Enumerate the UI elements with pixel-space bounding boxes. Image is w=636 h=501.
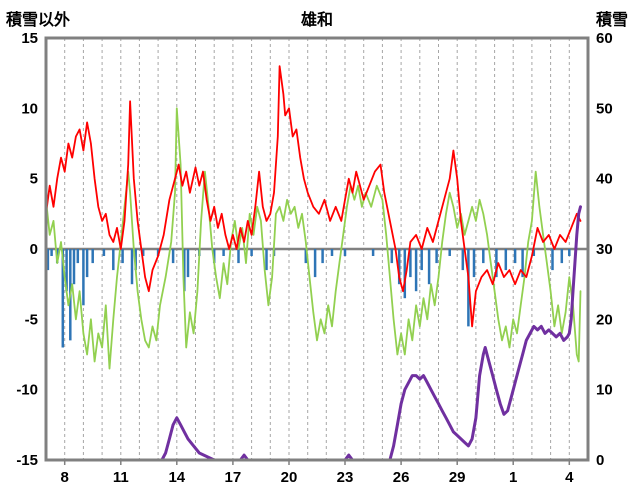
left-axis-tick-label: -15 [16, 452, 38, 469]
x-axis-tick-label: 17 [225, 469, 242, 486]
left-axis-tick-label: 15 [21, 30, 38, 47]
x-axis-tick-label: 23 [337, 469, 354, 486]
plot-border [44, 36, 590, 462]
right-axis-tick-label: 50 [596, 100, 613, 117]
x-axis-tick-label: 4 [565, 469, 574, 486]
x-axis-tick-label: 11 [113, 469, 129, 486]
left-axis-tick-label: -10 [16, 382, 38, 399]
left-axis-tick-label: 0 [30, 241, 38, 258]
chart-title: 雄和 [300, 12, 333, 29]
right-axis-tick-label: 30 [596, 241, 613, 258]
x-axis-tick-label: 20 [281, 469, 298, 486]
green-line [45, 107, 582, 370]
x-axis-tick-label: 8 [61, 469, 69, 486]
x-axis-tick-label: 29 [449, 469, 466, 486]
right-axis-tick-label: 0 [596, 452, 604, 469]
left-axis-title: 積雪以外 [6, 12, 71, 29]
right-axis-tick-label: 10 [596, 382, 613, 399]
right-axis-tick-label: 40 [596, 171, 613, 188]
right-axis-tick-label: 20 [596, 311, 613, 328]
left-axis-tick-label: 5 [30, 171, 38, 188]
right-axis-title: 積雪 [595, 12, 628, 29]
x-axis-tick-label: 26 [393, 469, 410, 486]
right-axis-tick-label: 60 [596, 30, 613, 47]
x-axis-tick-label: 1 [509, 469, 517, 486]
left-axis-tick-label: -5 [25, 311, 38, 328]
left-axis-tick-label: 10 [21, 100, 38, 117]
red-line [45, 65, 582, 328]
x-axis-tick-label: 14 [168, 469, 185, 486]
